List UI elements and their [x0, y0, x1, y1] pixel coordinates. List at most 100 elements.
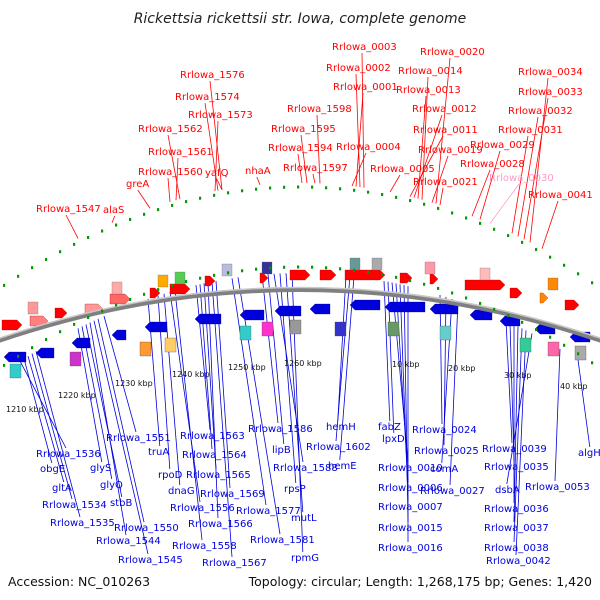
gene-label: lipB	[272, 445, 291, 456]
tick-mark	[367, 270, 370, 274]
tick-mark	[171, 283, 174, 287]
forward-gene-arrow	[344, 269, 386, 281]
gene-label: Rrlowa_1556	[170, 503, 235, 514]
tick-mark	[297, 265, 300, 269]
forward-gene-arrow	[204, 275, 216, 287]
tick-mark	[199, 196, 202, 200]
tick-mark	[437, 286, 440, 290]
label-leader-line	[409, 135, 444, 197]
tick-mark	[395, 275, 398, 279]
label-leader-line	[167, 134, 181, 200]
label-leader-line	[339, 276, 355, 461]
gene-label: obgE	[40, 464, 65, 475]
tick-mark	[493, 307, 496, 311]
label-leader-line	[479, 150, 501, 220]
forward-gene-arrow	[464, 279, 506, 291]
label-leader-line	[471, 169, 491, 217]
tick-mark	[339, 267, 342, 271]
gene-label: Rrlowa_0042	[486, 556, 551, 567]
label-leader-line	[27, 355, 65, 483]
gene-label: Rrlowa_0016	[378, 543, 443, 554]
tick-mark	[269, 266, 272, 270]
label-leader-line	[506, 333, 533, 485]
reverse-gene-arrow	[111, 329, 127, 341]
scale-label: 1210 kbp	[6, 405, 44, 414]
forward-gene-arrow	[564, 299, 580, 311]
tick-mark	[171, 203, 174, 207]
gene-label: Rrlowa_1569	[200, 489, 265, 500]
reverse-gene-arrow	[429, 303, 459, 315]
label-leader-line	[489, 183, 520, 224]
label-leader-line	[167, 177, 171, 203]
label-leader-line	[523, 97, 549, 240]
reverse-gene-arrow	[35, 347, 55, 359]
tick-rings	[3, 185, 594, 367]
label-leader-line	[31, 353, 73, 500]
tick-mark	[31, 266, 34, 270]
forward-gene-arrow	[259, 272, 269, 284]
gene-label: alaS	[103, 205, 124, 216]
label-leader-line	[175, 157, 179, 201]
label-leader-line	[441, 298, 453, 464]
gene-label: Rrlowa_1544	[96, 536, 161, 547]
label-leader-line	[103, 316, 137, 433]
tick-mark	[17, 354, 20, 358]
genome-info-text: Topology: circular; Length: 1,268,175 bp…	[248, 574, 592, 589]
label-leader-line	[335, 275, 351, 442]
reverse-gene-arrow	[194, 313, 222, 325]
tick-mark	[157, 208, 160, 212]
tick-mark	[577, 352, 580, 356]
gene-box	[439, 325, 452, 341]
label-leader-line	[81, 326, 113, 480]
tick-mark	[465, 216, 468, 220]
gene-label: yafQ	[205, 168, 229, 179]
genome-backbone	[0, 287, 600, 343]
forward-gene-arrow	[1, 319, 23, 331]
scale-labels: 1210 kbp 1220 kbp 1230 kbp 1240 kbp 1250 kbp…	[6, 359, 588, 414]
tick-mark	[381, 273, 384, 277]
label-leader-line	[211, 281, 233, 558]
label-leader-line	[554, 348, 561, 482]
gene-box	[111, 281, 123, 295]
gene-label: Rrlowa_0014	[398, 66, 463, 77]
label-leader-line	[541, 200, 559, 249]
gene-label: hemH	[326, 422, 356, 433]
gene-label: Rrlowa_1545	[118, 555, 183, 566]
tick-mark	[185, 280, 188, 284]
gene-label: Rrlowa_0033	[518, 87, 583, 98]
map-title: Rickettsia rickettsii str. Iowa, complet…	[134, 11, 467, 27]
gene-label: Rrlowa_1588	[273, 463, 338, 474]
label-leader-line	[147, 298, 161, 447]
scale-label: 10 kbp	[392, 360, 420, 369]
gene-label: fabZ	[378, 422, 401, 433]
gene-box	[261, 261, 273, 275]
tick-mark	[367, 190, 370, 194]
label-leader-line	[195, 285, 211, 431]
scale-label: 1240 kbp	[172, 370, 210, 379]
tick-mark	[507, 314, 510, 318]
gene-box	[27, 301, 39, 315]
tick-mark	[241, 269, 244, 273]
label-leader-line	[216, 178, 223, 191]
top-label-lines	[65, 52, 559, 249]
label-leader-line	[214, 120, 219, 192]
gene-label: nhaA	[245, 166, 271, 177]
gene-label: Rrlowa_0024	[412, 425, 477, 436]
reverse-gene-arrow	[309, 303, 331, 315]
tick-mark	[213, 193, 216, 197]
label-leader-line	[513, 326, 519, 523]
gene-label: Rrlowa_1567	[202, 558, 267, 569]
gene-label: Rrlowa_0021	[413, 177, 478, 188]
tick-mark	[143, 212, 146, 216]
gene-label: Rrlowa_1551	[106, 433, 171, 444]
tick-mark	[521, 320, 524, 324]
label-leader-line	[413, 114, 443, 198]
tick-mark	[549, 255, 552, 259]
tick-mark	[451, 291, 454, 295]
gene-label: Rrlowa_1586	[248, 424, 313, 435]
tick-mark	[591, 361, 594, 365]
gene-label: Rrlowa_1563	[180, 431, 245, 442]
gene-box	[349, 257, 361, 271]
scale-label: 1250 kbp	[228, 363, 266, 372]
reverse-gene-arrow	[144, 321, 168, 333]
